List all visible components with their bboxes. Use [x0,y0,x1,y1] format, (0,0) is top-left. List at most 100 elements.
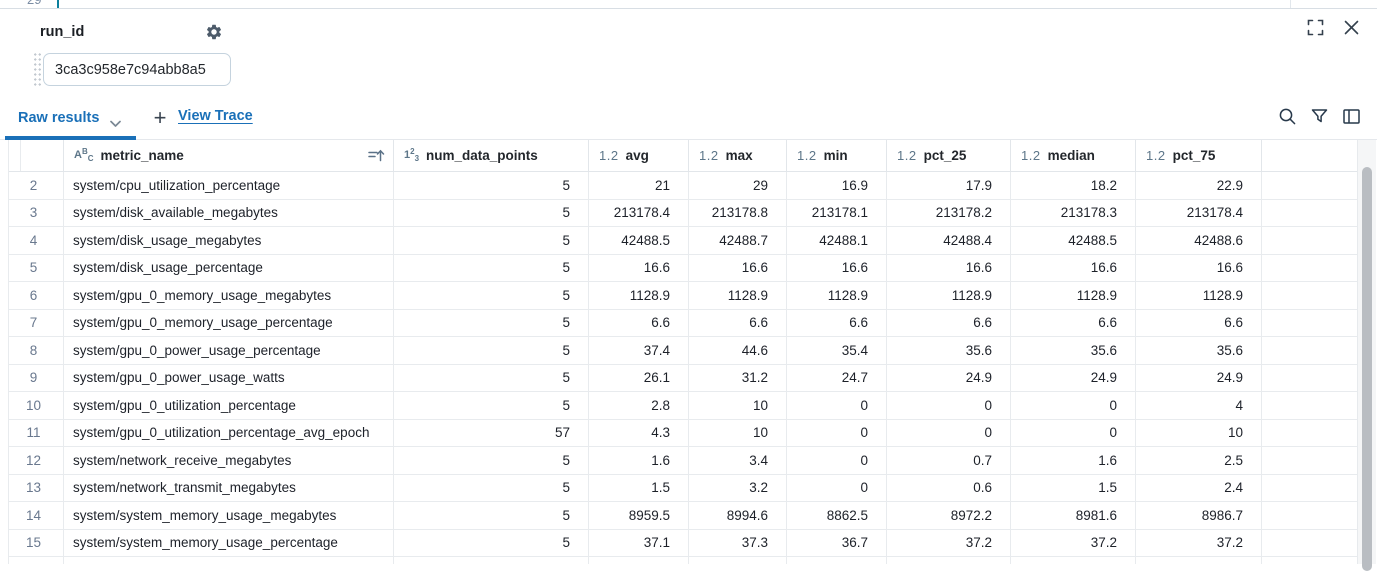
column-header-pct_25[interactable]: 1.2 pct_25 [887,140,1011,171]
metric-name-cell[interactable]: system/disk_available_megabytes [64,199,394,226]
value-cell[interactable]: 0 [787,419,887,446]
value-cell[interactable]: 2.8 [589,392,689,419]
metric-name-cell[interactable]: system/system_memory_usage_megabytes [64,502,394,529]
metric-name-cell[interactable]: system/gpu_0_power_usage_percentage [64,337,394,364]
value-cell[interactable]: 18.2 [1011,172,1136,199]
row-number[interactable]: 5 [9,254,64,281]
value-cell[interactable]: 37.4 [589,337,689,364]
value-cell[interactable]: 1128.9 [589,282,689,309]
value-cell[interactable]: 17.9 [887,172,1011,199]
filter-icon[interactable] [1310,107,1329,126]
value-cell[interactable]: 2.5 [1136,447,1262,474]
value-cell[interactable]: 5 [394,447,589,474]
value-cell[interactable]: 5 [394,364,589,391]
value-cell[interactable]: 0 [887,419,1011,446]
value-cell[interactable]: 6.6 [1136,309,1262,336]
value-cell[interactable] [787,557,887,564]
value-cell[interactable]: 1128.9 [1136,282,1262,309]
value-cell[interactable]: 0 [1011,419,1136,446]
run-id-input[interactable] [43,53,231,86]
value-cell[interactable]: 5 [394,172,589,199]
value-cell[interactable]: 8986.7 [1136,502,1262,529]
value-cell[interactable]: 5 [394,309,589,336]
metric-name-cell[interactable]: system/gpu_0_power_usage_watts [64,364,394,391]
value-cell[interactable]: 213178.4 [589,199,689,226]
value-cell[interactable]: 42488.6 [1136,227,1262,254]
value-cell[interactable] [589,557,689,564]
value-cell[interactable]: 37.2 [1011,529,1136,556]
column-header-num_data_points[interactable]: 1 2 3 num_data_points [394,140,589,171]
gear-icon[interactable] [205,23,223,41]
row-number[interactable]: 11 [9,419,64,446]
value-cell[interactable]: 8862.5 [787,502,887,529]
metric-name-cell[interactable]: system/network_receive_megabytes [64,447,394,474]
value-cell[interactable]: 6.6 [787,309,887,336]
value-cell[interactable]: 10 [689,419,787,446]
value-cell[interactable]: 36.7 [787,529,887,556]
value-cell[interactable]: 16.6 [1011,254,1136,281]
value-cell[interactable]: 213178.8 [689,199,787,226]
value-cell[interactable]: 24.9 [1011,364,1136,391]
metric-name-cell[interactable]: system/cpu_utilization_percentage [64,172,394,199]
value-cell[interactable]: 0.7 [887,447,1011,474]
value-cell[interactable]: 42488.5 [1011,227,1136,254]
value-cell[interactable]: 6.6 [689,309,787,336]
row-number[interactable]: 12 [9,447,64,474]
value-cell[interactable]: 4 [1136,392,1262,419]
value-cell[interactable]: 16.6 [887,254,1011,281]
column-header-avg[interactable]: 1.2 avg [589,140,689,171]
value-cell[interactable]: 37.1 [589,529,689,556]
value-cell[interactable]: 6.6 [589,309,689,336]
value-cell[interactable]: 213178.4 [1136,199,1262,226]
value-cell[interactable]: 8994.6 [689,502,787,529]
value-cell[interactable]: 0 [887,392,1011,419]
value-cell[interactable]: 5 [394,199,589,226]
value-cell[interactable]: 8972.2 [887,502,1011,529]
value-cell[interactable]: 22.9 [1136,172,1262,199]
close-icon[interactable] [1342,18,1361,37]
value-cell[interactable]: 21 [589,172,689,199]
value-cell[interactable]: 5 [394,337,589,364]
value-cell[interactable]: 16.6 [589,254,689,281]
metric-name-cell[interactable]: system/gpu_0_memory_usage_megabytes [64,282,394,309]
value-cell[interactable]: 213178.1 [787,199,887,226]
row-number[interactable]: 9 [9,364,64,391]
value-cell[interactable]: 5 [394,529,589,556]
column-header-metric_name[interactable]: A B C metric_name [64,140,394,171]
row-number[interactable]: 3 [9,199,64,226]
value-cell[interactable]: 8959.5 [589,502,689,529]
value-cell[interactable]: 37.2 [1136,529,1262,556]
row-number[interactable]: 14 [9,502,64,529]
value-cell[interactable]: 5 [394,474,589,501]
row-number[interactable]: 6 [9,282,64,309]
value-cell[interactable]: 57 [394,419,589,446]
value-cell[interactable]: 1128.9 [787,282,887,309]
value-cell[interactable]: 31.2 [689,364,787,391]
column-header-max[interactable]: 1.2 max [689,140,787,171]
columns-icon[interactable] [1342,107,1361,126]
value-cell[interactable]: 16.6 [689,254,787,281]
column-header-median[interactable]: 1.2 median [1011,140,1136,171]
search-icon[interactable] [1278,107,1297,126]
metric-name-cell[interactable]: system/gpu_0_memory_usage_percentage [64,309,394,336]
value-cell[interactable]: 37.3 [689,529,787,556]
value-cell[interactable]: 24.9 [1136,364,1262,391]
value-cell[interactable]: 16.9 [787,172,887,199]
value-cell[interactable]: 1.5 [589,474,689,501]
value-cell[interactable]: 0 [787,447,887,474]
value-cell[interactable]: 26.1 [589,364,689,391]
value-cell[interactable]: 1128.9 [1011,282,1136,309]
value-cell[interactable]: 0.6 [887,474,1011,501]
value-cell[interactable]: 42488.1 [787,227,887,254]
metric-name-cell[interactable]: system/disk_usage_percentage [64,254,394,281]
value-cell[interactable]: 213178.2 [887,199,1011,226]
row-number[interactable]: 4 [9,227,64,254]
value-cell[interactable]: 1.6 [1011,447,1136,474]
value-cell[interactable]: 0 [1011,392,1136,419]
value-cell[interactable]: 16.6 [1136,254,1262,281]
value-cell[interactable]: 5 [394,392,589,419]
value-cell[interactable]: 42488.4 [887,227,1011,254]
value-cell[interactable] [887,557,1011,564]
value-cell[interactable]: 42488.7 [689,227,787,254]
value-cell[interactable]: 1128.9 [887,282,1011,309]
